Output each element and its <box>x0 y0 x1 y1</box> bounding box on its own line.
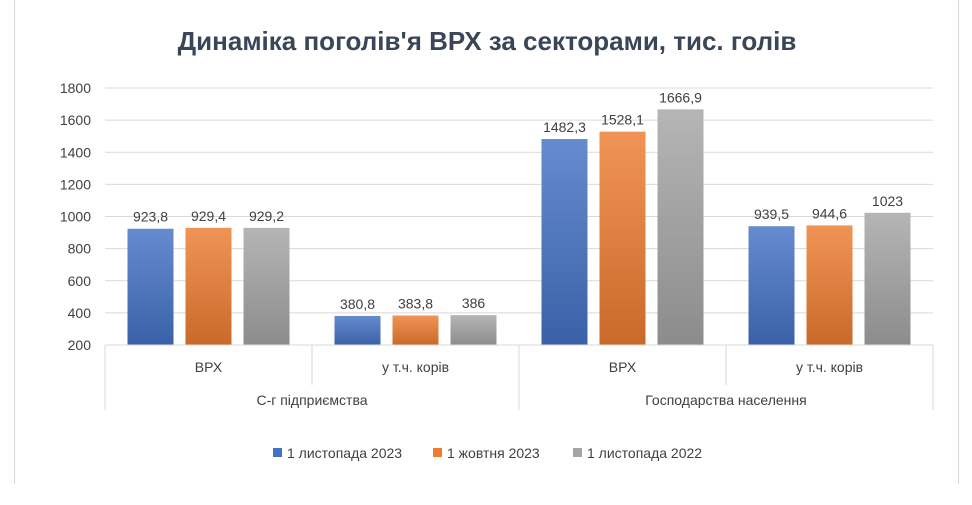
bar <box>127 228 174 345</box>
y-tick-label: 1400 <box>60 144 91 160</box>
data-label: 1528,1 <box>601 112 644 128</box>
y-tick-label: 200 <box>68 337 92 353</box>
data-label: 944,6 <box>812 205 847 221</box>
bar <box>806 225 853 345</box>
legend-label: 1 листопада 2023 <box>287 445 402 461</box>
y-tick-label: 400 <box>68 305 92 321</box>
data-label: 939,5 <box>754 206 789 222</box>
chart-frame: Динаміка поголів'я ВРХ за секторами, тис… <box>14 0 959 484</box>
x-axis-categories: ВРХ у т.ч. корів ВРХ у т.ч. корів С-г підпри… <box>104 344 934 410</box>
bar <box>864 212 911 345</box>
bar <box>541 139 588 345</box>
chart-title: Динаміка поголів'я ВРХ за секторами, тис… <box>178 26 797 56</box>
data-label: 1666,9 <box>659 89 702 105</box>
data-label: 1023 <box>872 193 903 209</box>
data-labels: 923,8 929,4 929,2 380,8 383,8 386 1482,3 1528,1… <box>133 89 903 312</box>
y-axis-ticks: 1800 1600 1400 1200 1000 800 600 400 200 <box>60 80 91 353</box>
legend-swatch <box>433 448 442 457</box>
bar <box>185 227 232 345</box>
y-tick-label: 600 <box>68 273 92 289</box>
legend-label: 1 жовтня 2023 <box>447 445 540 461</box>
legend-label: 1 листопада 2022 <box>587 445 702 461</box>
data-label: 386 <box>462 295 486 311</box>
bar <box>599 131 646 345</box>
data-label: 1482,3 <box>543 119 586 135</box>
data-label: 380,8 <box>340 296 375 312</box>
legend: 1 листопада 2023 1 жовтня 2023 1 листопада… <box>273 445 702 461</box>
bar <box>243 227 290 345</box>
y-tick-label: 1800 <box>60 80 91 96</box>
bar <box>450 315 497 345</box>
legend-swatch <box>273 448 282 457</box>
legend-swatch <box>573 448 582 457</box>
y-tick-label: 1600 <box>60 112 91 128</box>
bar <box>392 315 439 345</box>
category-label: ВРХ <box>195 359 223 375</box>
category-label: у т.ч. корів <box>382 359 449 375</box>
y-tick-label: 1200 <box>60 176 91 192</box>
category-label: ВРХ <box>609 359 637 375</box>
data-label: 383,8 <box>398 295 433 311</box>
group-label: С-г підприємства <box>256 392 367 408</box>
data-label: 929,4 <box>191 208 226 224</box>
y-tick-label: 800 <box>68 241 92 257</box>
data-label: 929,2 <box>249 208 284 224</box>
bar <box>334 315 381 345</box>
y-tick-label: 1000 <box>60 209 91 225</box>
bars <box>127 109 911 346</box>
bar <box>748 226 795 345</box>
bar-chart: Динаміка поголів'я ВРХ за секторами, тис… <box>60 26 934 461</box>
category-label: у т.ч. корів <box>796 359 863 375</box>
data-label: 923,8 <box>133 209 168 225</box>
bar <box>657 109 704 346</box>
group-label: Господарства населення <box>645 392 806 408</box>
